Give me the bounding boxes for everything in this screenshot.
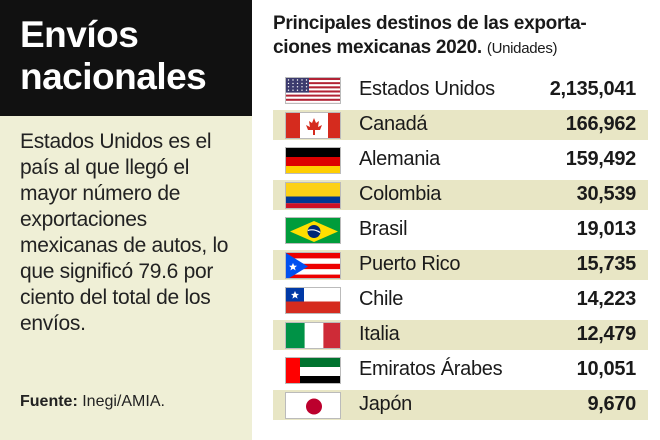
table-row: Italia 12,479 [273,320,648,350]
source-label: Fuente: [20,393,78,410]
italy-flag-icon [285,322,341,349]
table-row: Chile 14,223 [273,285,648,315]
germany-flag-icon [285,147,341,174]
table-row: Emiratos Árabes 10,051 [273,355,648,385]
value-label: 19,013 [576,218,637,240]
table-row: Colombia 30,539 [273,180,648,210]
chart-title: Principales destinos de las exporta- cio… [273,12,653,61]
canada-flag-icon [285,112,341,139]
panel-divider [252,0,259,440]
country-label: Colombia [359,183,442,205]
country-label: Alemania [359,148,440,170]
value-label: 12,479 [576,323,637,345]
value-label: 166,962 [565,113,637,135]
value-label: 159,492 [565,148,637,170]
puerto-rico-flag-icon [285,252,341,279]
value-label: 14,223 [576,288,637,310]
brazil-flag-icon [285,217,341,244]
description-text: Estados Unidos es el país al que llegó e… [20,130,229,335]
colombia-flag-icon [285,182,341,209]
left-panel: Envíos nacionales Estados Unidos es el p… [0,0,252,440]
title-line-1: Envíos [20,14,139,55]
title-line-2: nacionales [20,56,207,97]
source-value: Inegi/AMIA. [82,393,165,410]
chart-panel: Principales destinos de las exporta- cio… [259,0,660,440]
title-box: Envíos nacionales [0,0,252,116]
country-label: Japón [359,393,412,415]
country-label: Emiratos Árabes [359,358,503,380]
table-row: Estados Unidos 2,135,041 [273,75,648,105]
chile-flag-icon [285,287,341,314]
value-label: 9,670 [587,393,636,415]
value-label: 10,051 [576,358,637,380]
table-row: Puerto Rico 15,735 [273,250,648,280]
uae-flag-icon [285,357,341,384]
country-label: Puerto Rico [359,253,461,275]
country-label: Chile [359,288,404,310]
country-label: Brasil [359,218,408,240]
value-label: 15,735 [576,253,637,275]
value-label: 2,135,041 [549,78,637,100]
table-row: Japón 9,670 [273,390,648,420]
chart-title-line-2: ciones mexicanas 2020. [273,37,482,58]
table-row: Alemania 159,492 [273,145,648,175]
us-flag-icon [285,77,341,104]
table-row: Brasil 19,013 [273,215,648,245]
table-row: Canadá 166,962 [273,110,648,140]
country-label: Italia [359,323,400,345]
chart-title-line-1: Principales destinos de las exporta- [273,13,587,34]
chart-units: (Unidades) [486,40,558,57]
value-label: 30,539 [576,183,637,205]
country-label: Canadá [359,113,428,135]
japan-flag-icon [285,392,341,419]
country-label: Estados Unidos [359,78,495,100]
source-line: Fuente: Inegi/AMIA. [20,393,165,411]
